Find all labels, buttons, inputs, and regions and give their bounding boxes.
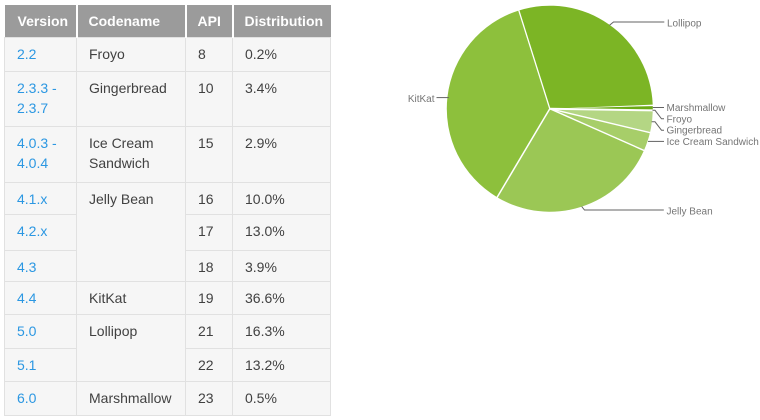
svg-text:Gingerbread: Gingerbread [667, 126, 723, 137]
svg-text:Marshmallow: Marshmallow [667, 103, 727, 114]
svg-text:Lollipop: Lollipop [667, 19, 702, 30]
svg-text:Ice Cream Sandwich: Ice Cream Sandwich [667, 137, 759, 148]
svg-text:Jelly Bean: Jelly Bean [667, 206, 713, 217]
svg-text:KitKat: KitKat [408, 94, 435, 105]
svg-text:Froyo: Froyo [667, 114, 693, 125]
